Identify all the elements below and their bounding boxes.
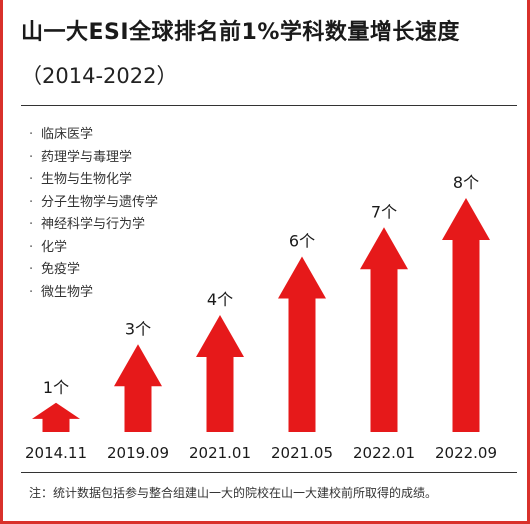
growth-arrow <box>32 402 80 432</box>
growth-arrow <box>278 256 326 432</box>
chart-subtitle: （2014-2022） <box>21 64 178 88</box>
growth-arrow <box>360 227 408 432</box>
x-tick-label: 2022.09 <box>435 444 497 462</box>
footnote: 注：统计数据包括参与整合组建山一大的院校在山一大建校前所取得的成绩。 <box>29 486 438 500</box>
subject-item: 神经科学与行为学 <box>29 214 158 237</box>
growth-arrow <box>442 198 490 432</box>
subject-item: 临床医学 <box>29 124 158 147</box>
subject-item: 生物与生物化学 <box>29 169 158 192</box>
bottom-divider <box>21 472 517 473</box>
subject-item: 免疫学 <box>29 259 158 282</box>
data-label: 7个 <box>371 202 397 221</box>
subject-list: 临床医学 药理学与毒理学 生物与生物化学 分子生物学与遗传学 神经科学与行为学 … <box>29 124 158 304</box>
subject-item: 药理学与毒理学 <box>29 147 158 170</box>
data-label: 3个 <box>125 319 151 338</box>
data-label: 6个 <box>289 232 315 251</box>
data-label: 4个 <box>207 290 233 309</box>
x-tick-label: 2021.05 <box>271 444 333 462</box>
arrow-chart: 1个 2014.11 3个 2019.09 4个 2021.01 6个 2021.05 7个 20… <box>25 173 497 462</box>
data-label: 8个 <box>453 173 479 192</box>
growth-arrow <box>196 315 244 432</box>
x-tick-label: 2019.09 <box>107 444 169 462</box>
subject-item: 微生物学 <box>29 282 158 305</box>
growth-arrow <box>114 344 162 432</box>
x-tick-label: 2022.01 <box>353 444 415 462</box>
data-label: 1个 <box>43 378 69 397</box>
top-divider <box>21 105 517 106</box>
chart-title: 山一大ESI全球排名前1%学科数量增长速度 <box>21 20 460 45</box>
subject-item: 分子生物学与遗传学 <box>29 192 158 215</box>
subject-item: 化学 <box>29 237 158 260</box>
x-tick-label: 2014.11 <box>25 444 87 462</box>
x-tick-label: 2021.01 <box>189 444 251 462</box>
